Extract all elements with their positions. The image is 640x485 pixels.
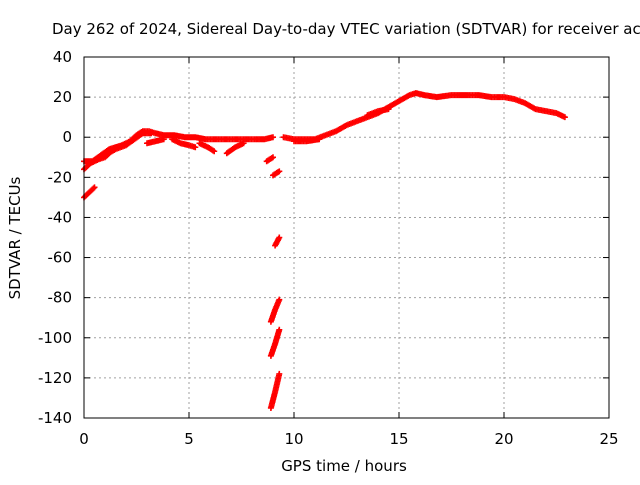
- y-tick-label: -40: [48, 208, 73, 226]
- x-tick-label: 25: [599, 430, 618, 448]
- data-point: [148, 130, 155, 137]
- y-tick-label: -80: [48, 289, 73, 307]
- y-tick-label: 0: [62, 128, 72, 146]
- x-tick-label: 5: [184, 430, 194, 448]
- y-axis-ticks: -140 -120 -100 -80 -60 -40 -20 0 20 40: [38, 48, 609, 427]
- data-point: [276, 234, 283, 241]
- y-tick-label: 20: [53, 88, 72, 106]
- data-point: [270, 134, 276, 141]
- plot-frame: [83, 56, 610, 419]
- x-tick-label: 10: [284, 430, 303, 448]
- data-point: [276, 168, 283, 175]
- x-axis-label: GPS time / hours: [281, 457, 407, 475]
- x-tick-label: 0: [79, 430, 89, 448]
- y-tick-label: -20: [48, 168, 73, 186]
- x-tick-label: 20: [494, 430, 513, 448]
- chart-title: Day 262 of 2024, Sidereal Day-to-day VTE…: [52, 20, 640, 38]
- y-tick-label: -60: [48, 249, 73, 267]
- data-point: [270, 154, 276, 161]
- data-point: [91, 184, 98, 191]
- data-point: [316, 136, 323, 143]
- grid: [84, 57, 609, 418]
- data-point: [561, 114, 568, 121]
- y-tick-label: 40: [53, 48, 72, 66]
- y-tick-label: -140: [38, 409, 72, 427]
- x-axis-ticks: 0 5 10 15 20 25: [79, 57, 619, 448]
- data-point: [160, 136, 167, 143]
- y-tick-label: -100: [38, 329, 72, 347]
- data-points: [81, 90, 568, 411]
- data-point: [240, 140, 247, 147]
- x-tick-label: 15: [389, 430, 408, 448]
- data-point: [211, 148, 218, 155]
- y-axis-label: SDTVAR / TECUs: [6, 176, 24, 299]
- data-point: [90, 185, 97, 192]
- data-point: [276, 370, 283, 377]
- y-tick-label: -120: [38, 369, 72, 387]
- data-point: [192, 144, 199, 151]
- data-point: [276, 326, 283, 333]
- data-point: [276, 296, 283, 303]
- data-point: [385, 106, 392, 113]
